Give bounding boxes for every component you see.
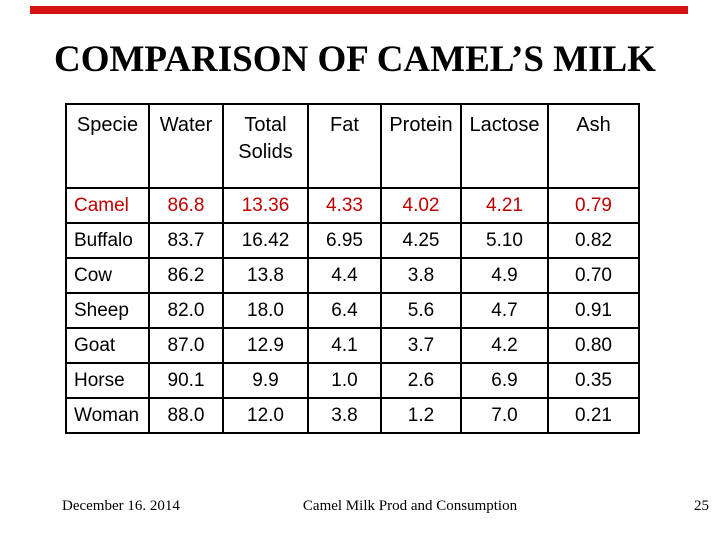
- column-header-water: Water: [148, 103, 224, 189]
- species-cell: Camel: [65, 187, 150, 224]
- table-cell: 86.8: [148, 187, 224, 224]
- table-cell: 7.0: [460, 397, 549, 434]
- table-cell: 3.8: [380, 257, 462, 294]
- table-cell: 0.91: [547, 292, 640, 329]
- table-cell: 12.9: [222, 327, 309, 364]
- table-row-goat: Goat 87.0 12.9 4.1 3.7 4.2 0.80: [65, 327, 640, 364]
- table-cell: 1.0: [307, 362, 382, 399]
- column-header-protein: Protein: [380, 103, 462, 189]
- table-cell: 4.4: [307, 257, 382, 294]
- table-cell: 6.9: [460, 362, 549, 399]
- table-cell: 4.2: [460, 327, 549, 364]
- table-cell: 0.35: [547, 362, 640, 399]
- table-cell: 5.10: [460, 222, 549, 259]
- column-header-total-solids: Total Solids: [222, 103, 309, 189]
- milk-comparison-table: Specie Water Total Solids Fat Protein La…: [65, 103, 640, 434]
- table-cell: 88.0: [148, 397, 224, 434]
- species-cell: Buffalo: [65, 222, 150, 259]
- table-cell: 4.33: [307, 187, 382, 224]
- species-cell: Horse: [65, 362, 150, 399]
- table-cell: 4.9: [460, 257, 549, 294]
- table-cell: 6.95: [307, 222, 382, 259]
- table-cell: 90.1: [148, 362, 224, 399]
- table-cell: 4.02: [380, 187, 462, 224]
- table-cell: 4.1: [307, 327, 382, 364]
- table-cell: 87.0: [148, 327, 224, 364]
- column-header-lactose: Lactose: [460, 103, 549, 189]
- table-cell: 2.6: [380, 362, 462, 399]
- column-header-specie: Specie: [65, 103, 150, 189]
- table-cell: 4.21: [460, 187, 549, 224]
- table-cell: 3.8: [307, 397, 382, 434]
- table-cell: 0.79: [547, 187, 640, 224]
- page-title: COMPARISON OF CAMEL’S MILK: [54, 39, 656, 80]
- table-cell: 13.36: [222, 187, 309, 224]
- table-row-woman: Woman 88.0 12.0 3.8 1.2 7.0 0.21: [65, 397, 640, 434]
- table-cell: 4.25: [380, 222, 462, 259]
- column-header-fat: Fat: [307, 103, 382, 189]
- species-cell: Woman: [65, 397, 150, 434]
- table-cell: 0.82: [547, 222, 640, 259]
- table-cell: 18.0: [222, 292, 309, 329]
- table-row-buffalo: Buffalo 83.7 16.42 6.95 4.25 5.10 0.82: [65, 222, 640, 259]
- top-accent-bar: [30, 6, 688, 14]
- table-row-cow: Cow 86.2 13.8 4.4 3.8 4.9 0.70: [65, 257, 640, 294]
- table-cell: 3.7: [380, 327, 462, 364]
- table-cell: 6.4: [307, 292, 382, 329]
- table-cell: 83.7: [148, 222, 224, 259]
- header-row: Specie Water Total Solids Fat Protein La…: [65, 103, 640, 189]
- column-header-ash: Ash: [547, 103, 640, 189]
- table-cell: 1.2: [380, 397, 462, 434]
- footer-deck-title: Camel Milk Prod and Consumption: [302, 498, 518, 514]
- species-cell: Cow: [65, 257, 150, 294]
- table-row-horse: Horse 90.1 9.9 1.0 2.6 6.9 0.35: [65, 362, 640, 399]
- table-cell: 86.2: [148, 257, 224, 294]
- table-cell: 9.9: [222, 362, 309, 399]
- table-cell: 0.70: [547, 257, 640, 294]
- footer-date: December 16. 2014: [62, 498, 180, 514]
- table-row-sheep: Sheep 82.0 18.0 6.4 5.6 4.7 0.91: [65, 292, 640, 329]
- table-cell: 12.0: [222, 397, 309, 434]
- table-cell: 82.0: [148, 292, 224, 329]
- table-cell: 4.7: [460, 292, 549, 329]
- table-cell: 16.42: [222, 222, 309, 259]
- table-row-camel: Camel 86.8 13.36 4.33 4.02 4.21 0.79: [65, 187, 640, 224]
- table-cell: 0.21: [547, 397, 640, 434]
- table-cell: 5.6: [380, 292, 462, 329]
- species-cell: Sheep: [65, 292, 150, 329]
- table-cell: 13.8: [222, 257, 309, 294]
- species-cell: Goat: [65, 327, 150, 364]
- table-cell: 0.80: [547, 327, 640, 364]
- page-number: 25: [694, 498, 709, 514]
